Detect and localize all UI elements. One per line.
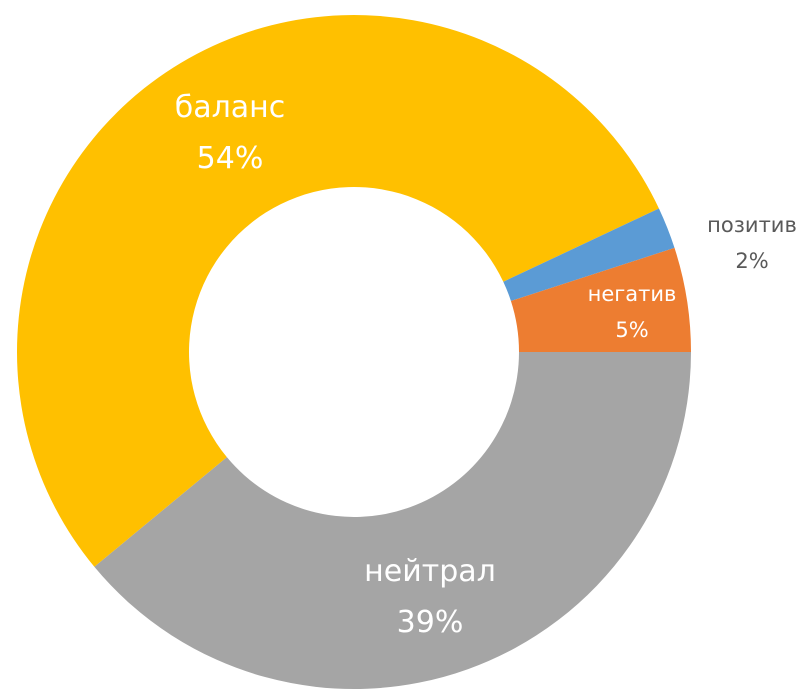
slice-category-label: позитив — [707, 213, 797, 237]
donut-slice — [16, 14, 659, 567]
slice-value-label: 39% — [397, 605, 464, 640]
slice-category-label: негатив — [588, 282, 677, 306]
slice-value-label: 54% — [197, 141, 264, 176]
donut-slice — [510, 247, 691, 352]
slice-value-label: 2% — [735, 249, 768, 273]
slice-category-label: нейтрал — [364, 554, 496, 589]
donut-slice — [94, 352, 691, 690]
slice-category-label: баланс — [175, 90, 286, 125]
slice-value-label: 5% — [615, 318, 648, 342]
donut-slice — [503, 208, 675, 302]
